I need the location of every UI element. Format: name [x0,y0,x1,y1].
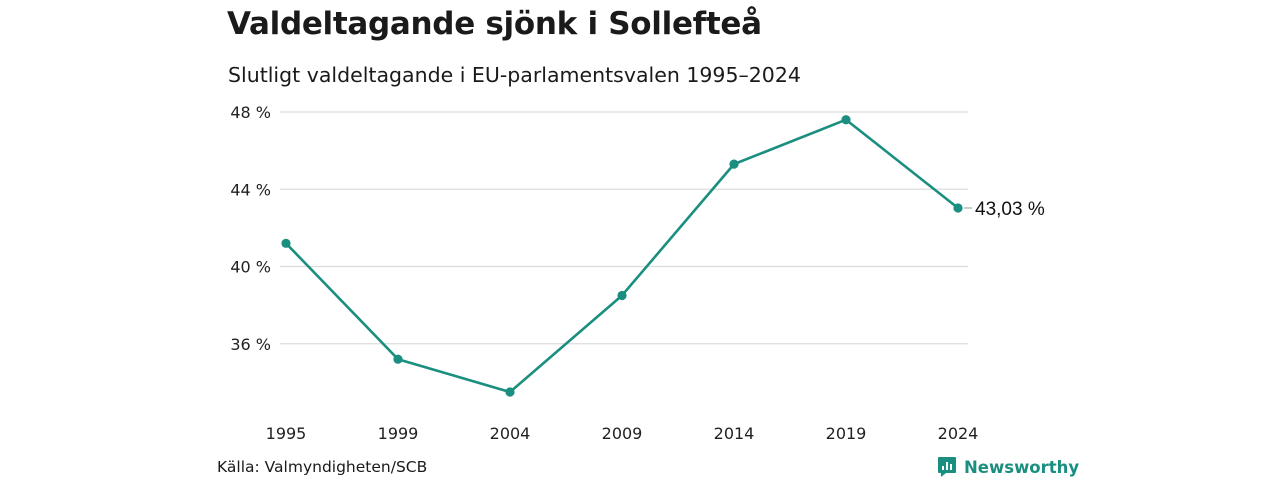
series-line [285,118,959,394]
gridlines [280,111,968,345]
brand-logo[interactable]: Newsworthy [937,456,1079,478]
data-point [729,159,739,169]
y-tick-label: 36 % [230,335,271,354]
x-tick-label: 2009 [602,424,643,443]
x-tick-label: 2014 [714,424,755,443]
data-point [617,290,627,301]
x-tick-label: 2024 [938,424,979,443]
newsworthy-logo-icon [938,457,956,477]
series-turnout: 43,03 % [281,115,1045,397]
data-point [505,387,515,397]
x-tick-label: 1995 [266,424,307,443]
data-point [841,115,851,125]
y-axis-ticks: 36 % 40 % 44 % 48 % [230,103,271,354]
y-tick-label: 44 % [230,180,271,199]
chart-subtitle: Slutligt valdeltagande i EU-parlamentsva… [228,63,801,87]
brand-name: Newsworthy [964,457,1080,477]
data-point [393,354,403,364]
x-tick-label: 2019 [826,424,867,443]
x-axis-ticks: 1995 1999 2004 2009 2014 2019 2024 [266,424,979,443]
chart-title: Valdeltagande sjönk i Sollefteå [227,6,762,42]
x-tick-label: 2004 [490,424,531,443]
x-tick-label: 1999 [378,424,419,443]
end-value-label: 43,03 % [975,199,1045,220]
data-point [953,203,963,213]
y-tick-label: 40 % [230,258,271,277]
source-note: Källa: Valmyndigheten/SCB [217,458,428,476]
y-tick-label: 48 % [230,103,271,122]
data-point [281,238,291,248]
